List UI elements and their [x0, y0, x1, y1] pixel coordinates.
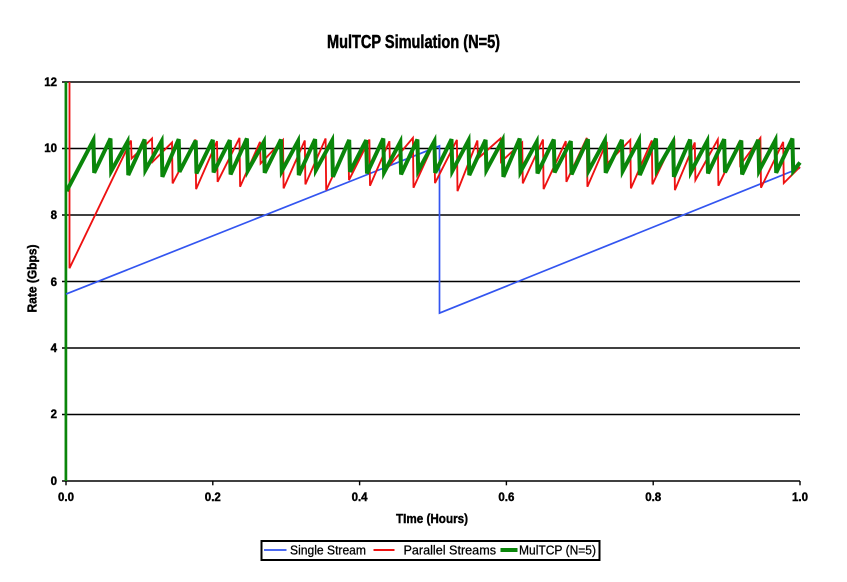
svg-text:0.0: 0.0 [58, 492, 74, 504]
svg-text:Single Stream: Single Stream [290, 544, 366, 558]
svg-text:MulTCP (N=5): MulTCP (N=5) [519, 544, 596, 558]
svg-text:TIme (Hours): TIme (Hours) [396, 511, 468, 526]
svg-text:12: 12 [44, 77, 57, 89]
svg-text:0.4: 0.4 [352, 492, 369, 504]
svg-text:MulTCP Simulation (N=5): MulTCP Simulation (N=5) [327, 32, 500, 52]
svg-text:Rate (Gbps): Rate (Gbps) [25, 245, 40, 313]
svg-text:10: 10 [44, 143, 57, 155]
svg-text:4: 4 [51, 343, 58, 355]
svg-text:8: 8 [51, 210, 58, 222]
svg-text:1.0: 1.0 [792, 492, 808, 504]
svg-text:0.8: 0.8 [645, 492, 662, 504]
svg-text:2: 2 [51, 409, 57, 421]
svg-text:Parallel Streams: Parallel Streams [404, 544, 497, 558]
svg-text:0: 0 [51, 476, 57, 488]
svg-text:0.2: 0.2 [205, 492, 221, 504]
svg-text:6: 6 [51, 277, 57, 289]
svg-text:0.6: 0.6 [498, 492, 514, 504]
